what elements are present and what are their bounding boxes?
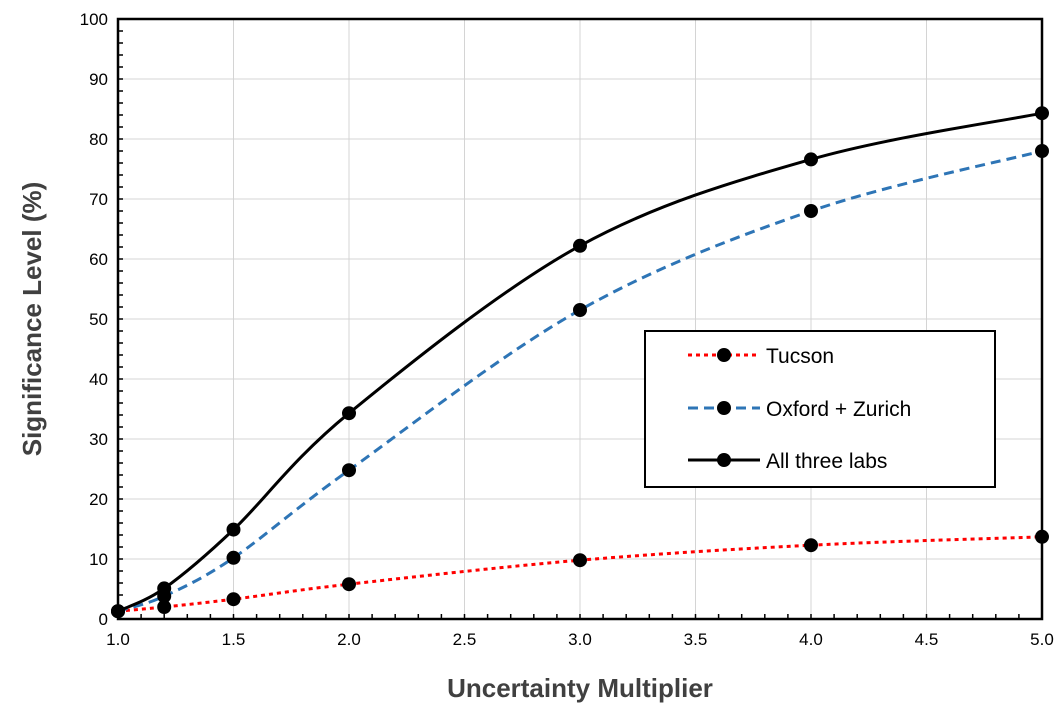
- y-tick-label: 0: [99, 610, 108, 629]
- series-lines: [117, 111, 1043, 613]
- x-tick-label: 5.0: [1030, 630, 1054, 649]
- legend-marker-tucson: [717, 348, 731, 362]
- legend-label-tucson: Tucson: [766, 345, 834, 368]
- data-point-oxford-zurich: [804, 204, 818, 218]
- data-point-all-three-labs: [342, 406, 356, 421]
- y-tick-label: 90: [89, 70, 108, 89]
- x-tick-label: 2.0: [337, 630, 361, 649]
- y-tick-label: 100: [80, 10, 108, 29]
- data-point-tucson: [573, 553, 587, 568]
- x-tick-label: 1.5: [222, 630, 246, 649]
- x-tick-label: 2.5: [453, 630, 477, 649]
- x-axis-title: Uncertainty Multiplier: [447, 673, 713, 703]
- axis-minor-ticks: [117, 18, 1043, 620]
- y-axis-title: Significance Level (%): [17, 182, 47, 457]
- legend-label-oxford-zurich: Oxford + Zurich: [766, 398, 911, 421]
- data-point-all-three-labs: [1035, 106, 1049, 121]
- data-point-oxford-zurich: [573, 303, 587, 317]
- y-tick-label: 30: [89, 430, 108, 449]
- data-point-oxford-zurich: [226, 550, 241, 565]
- data-point-tucson: [804, 538, 818, 553]
- data-point-all-three-labs: [157, 581, 172, 596]
- legend: Tucson Oxford + Zurich All three labs: [644, 330, 996, 488]
- data-point-oxford-zurich: [1035, 144, 1049, 158]
- data-point-tucson: [342, 577, 356, 592]
- series-line-oxford-zurich: [117, 149, 1043, 613]
- y-tick-label: 70: [89, 190, 108, 209]
- data-point-tucson: [226, 592, 241, 607]
- data-point-all-three-labs: [573, 238, 587, 253]
- x-tick-label: 3.5: [684, 630, 708, 649]
- series-line-all-three-labs: [117, 111, 1043, 613]
- legend-label-all-three-labs: All three labs: [766, 450, 887, 473]
- y-tick-label: 20: [89, 490, 108, 509]
- y-tick-label: 50: [89, 310, 108, 329]
- data-point-all-three-labs: [226, 522, 241, 537]
- data-point-tucson: [157, 600, 172, 614]
- data-point-all-three-labs: [111, 604, 125, 619]
- y-tick-label: 80: [89, 130, 108, 149]
- x-tick-label: 3.0: [568, 630, 592, 649]
- x-tick-label: 4.5: [915, 630, 939, 649]
- x-tick-label: 1.0: [106, 630, 130, 649]
- data-point-all-three-labs: [804, 152, 818, 167]
- series-markers: [111, 106, 1049, 619]
- x-tick-label: 4.0: [799, 630, 823, 649]
- legend-marker-oxford-zurich: [717, 401, 731, 415]
- legend-marker-all-three-labs: [717, 453, 731, 467]
- y-tick-label: 40: [89, 370, 108, 389]
- y-tick-label: 60: [89, 250, 108, 269]
- tick-labels: 1.0 1.5 2.0 2.5 3.0 3.5 4.0 4.5 5.0 0 10 20 30 40 50 60…: [80, 10, 1054, 649]
- data-point-tucson: [1035, 529, 1049, 544]
- y-tick-label: 10: [89, 550, 108, 569]
- data-point-oxford-zurich: [342, 463, 356, 478]
